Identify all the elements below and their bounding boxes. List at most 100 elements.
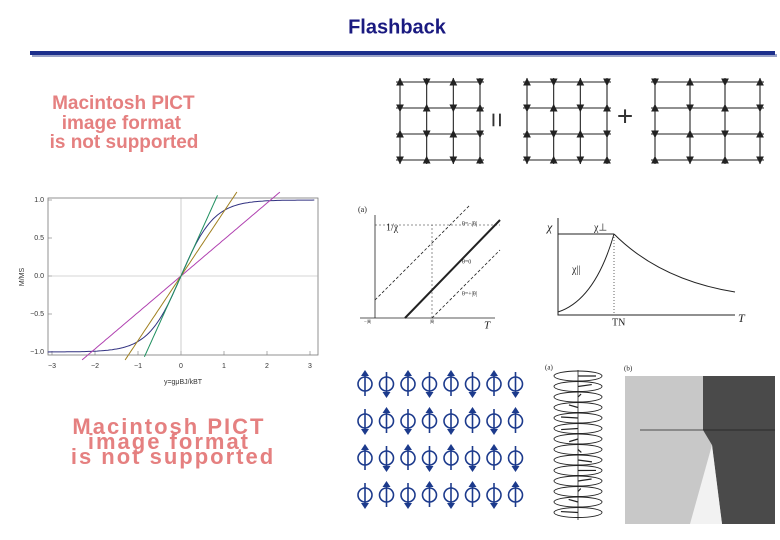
phase-region — [690, 445, 722, 524]
curve-label: θ=0 — [462, 259, 471, 265]
spin-arrow-head — [468, 392, 477, 398]
spin-arrow-head — [490, 429, 498, 435]
spin-arrow-head — [511, 466, 520, 472]
plot-frame — [47, 197, 319, 356]
spin-arrow — [549, 103, 558, 112]
placeholder-line: image format — [62, 113, 182, 134]
curve — [613, 233, 736, 293]
spiral-spin — [568, 498, 579, 503]
curve — [374, 204, 471, 301]
spin-arrow — [686, 77, 694, 86]
spin-arrow — [721, 103, 729, 112]
x-tick-label: −2 — [91, 363, 99, 370]
spin-arrow-head — [490, 503, 498, 509]
spin-arrow — [721, 155, 729, 164]
spin-arrow-head — [447, 444, 455, 450]
spin-arrow — [449, 156, 458, 165]
spin-arrow — [603, 130, 611, 139]
spin-arrow — [756, 77, 764, 86]
spin-arrow-head — [425, 392, 434, 398]
spin-arrow — [651, 155, 659, 164]
spin-arrow-head — [404, 370, 412, 376]
spin-arrow-head — [361, 370, 369, 376]
spin-arrow — [396, 129, 404, 138]
axes — [557, 218, 735, 316]
y-axis-label: M/MS — [19, 268, 26, 287]
spin-arrow-head — [490, 444, 498, 450]
x-tick-label: 2 — [265, 363, 269, 370]
linear-curve — [143, 195, 218, 358]
spin-arrow-head — [468, 466, 477, 472]
spin-arrow — [476, 130, 484, 139]
spin-arrow-head — [447, 370, 455, 376]
spin-arrow-head — [404, 444, 412, 450]
axis-mark-label: −|θ| — [364, 320, 371, 325]
spin-arrow-head — [404, 429, 412, 435]
x-tick-label: −1 — [134, 363, 142, 370]
spin-arrow — [396, 156, 404, 165]
axis-mark-label: |θ| — [430, 320, 434, 325]
spin-arrow — [686, 129, 694, 138]
x-tick-label: 3 — [308, 363, 312, 370]
y-axis-label: 1/χ — [386, 222, 399, 233]
title-rule — [30, 51, 775, 55]
placeholder-line: Macintosh PICT — [72, 414, 265, 439]
spin-arrow-head — [468, 407, 477, 413]
spiral-spin — [577, 383, 592, 388]
phase-region — [703, 376, 775, 524]
spin-arrow-head — [382, 407, 391, 413]
y-tick-label: −0.5 — [30, 311, 44, 318]
spin-grid — [396, 77, 484, 165]
spin-arrow — [603, 78, 611, 87]
y-tick-label: 0.5 — [34, 235, 44, 242]
spin-arrow — [686, 104, 694, 113]
spin-arrow-head — [382, 481, 391, 487]
placeholder-line: image format — [88, 429, 250, 454]
spin-arrow — [523, 104, 531, 113]
spiral-spin — [577, 393, 582, 398]
spin-arrow-head — [490, 370, 498, 376]
spin-arrow — [476, 78, 484, 87]
x-tick-label: 1 — [222, 363, 226, 370]
spin-arrow-head — [468, 481, 477, 487]
x-axis-label: T — [738, 311, 746, 325]
spin-arrow — [576, 104, 585, 113]
spiral-spin — [561, 416, 579, 419]
spin-grid — [523, 77, 611, 165]
panel-label: (b) — [624, 365, 633, 373]
curve — [404, 219, 501, 319]
spiral-spin — [577, 449, 582, 453]
curve-label: θ=−|θ| — [462, 221, 477, 227]
spin-arrow — [549, 155, 558, 164]
curve — [431, 249, 501, 319]
curve — [557, 233, 615, 313]
spin-arrow — [651, 103, 659, 112]
panel-label: (a) — [545, 364, 553, 372]
spin-arrow — [523, 129, 531, 138]
x-axis-label: y=gμBJ/kBT — [164, 379, 203, 386]
spin-arrow — [721, 78, 729, 87]
curve-label: χ⊥ — [593, 222, 607, 233]
spin-arrow — [449, 77, 458, 86]
spin-arrow — [476, 103, 484, 112]
title-rule-shadow — [32, 54, 777, 57]
spin-arrow — [476, 155, 484, 164]
spin-arrow — [603, 103, 611, 112]
spin-arrow — [422, 78, 431, 87]
susceptibility-figure — [557, 218, 736, 316]
spin-arrow-head — [425, 466, 434, 472]
spin-arrow — [523, 77, 531, 86]
spin-arrow — [756, 156, 764, 165]
spin-arrow-head — [447, 503, 455, 509]
spin-arrow — [422, 103, 431, 112]
y-tick-label: −1.0 — [30, 349, 44, 356]
spin-arrow-head — [447, 429, 455, 435]
spin-arrow — [576, 129, 585, 138]
x-tick-label: −3 — [48, 363, 56, 370]
placeholder-line: is not supported — [71, 444, 275, 469]
spin-arrow-head — [425, 481, 434, 487]
pict-placeholder: Macintosh PICT image format is not suppo… — [71, 414, 275, 469]
spin-arrow — [576, 156, 585, 165]
